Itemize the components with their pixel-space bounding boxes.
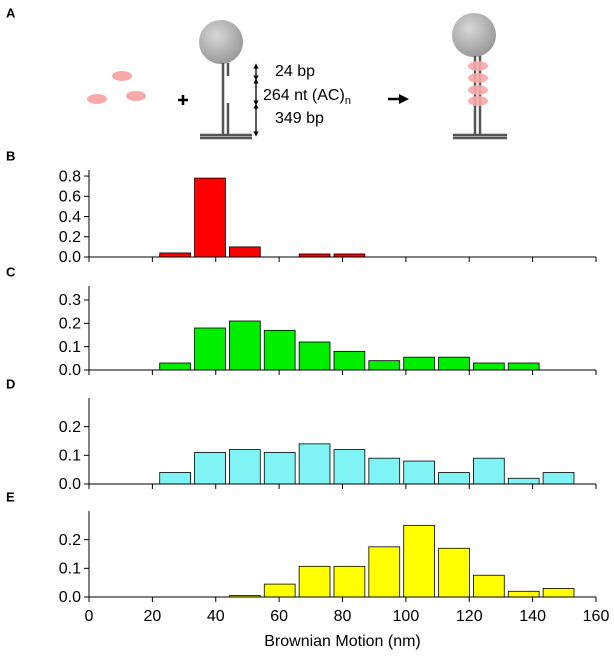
y-tick-label: 0.2	[59, 419, 81, 436]
x-axis-title: Brownian Motion (nm)	[264, 633, 421, 650]
bar	[194, 327, 226, 371]
annotation-subscript: n	[345, 95, 351, 107]
plus	[178, 95, 188, 105]
y-tick-label: 0.8	[59, 168, 81, 185]
bar	[542, 588, 575, 598]
protein	[468, 61, 488, 71]
protein	[126, 91, 146, 101]
y-tick-label: 0.2	[59, 532, 81, 549]
y-tick-label: 0.1	[59, 339, 81, 356]
annotation: 349 bp	[275, 110, 324, 127]
bar	[194, 177, 226, 258]
bar	[473, 574, 505, 598]
bar	[159, 362, 191, 371]
bar	[438, 472, 470, 485]
y-tick-label: 0.0	[59, 249, 81, 266]
x-tick-label: 0	[85, 608, 94, 625]
x-tick-label: 80	[334, 608, 352, 625]
y-tick-label: 0.3	[59, 292, 81, 309]
y-tick-label: 0.1	[59, 448, 81, 465]
protein	[87, 94, 107, 104]
bar	[333, 350, 366, 371]
y-tick-label: 0.2	[59, 316, 81, 333]
panel-label: E	[6, 489, 15, 504]
y-tick-label: 0.2	[59, 229, 81, 246]
y-tick-label: 0.4	[59, 209, 81, 226]
panel-label: D	[6, 376, 15, 391]
bar	[473, 457, 505, 485]
annotation-text: 264 nt (AC)	[263, 87, 345, 104]
bar	[438, 547, 470, 598]
bar	[298, 565, 331, 598]
diagram: 24 bp 264 nt (AC)n 349 bp	[87, 13, 507, 140]
protein	[112, 71, 132, 81]
panel-label: A	[6, 5, 16, 20]
annotation: 264 nt (AC)n	[263, 87, 351, 107]
bead	[199, 20, 243, 64]
bar	[368, 360, 401, 371]
bar	[229, 449, 261, 485]
bar	[263, 452, 296, 485]
bar	[229, 246, 261, 258]
bar	[159, 472, 191, 485]
bar	[438, 356, 470, 371]
bar	[333, 449, 366, 485]
bar	[263, 329, 296, 371]
x-tick-label: 60	[270, 608, 288, 625]
x-tick-label: 20	[143, 608, 161, 625]
bar	[507, 362, 540, 371]
bar	[159, 252, 191, 258]
protein	[468, 85, 488, 95]
bar	[368, 457, 401, 485]
y-tick-label: 0.6	[59, 189, 81, 206]
bar	[403, 524, 435, 598]
x-tick-label: 120	[456, 608, 483, 625]
panel-label: B	[6, 148, 15, 163]
protein	[468, 96, 488, 106]
y-tick-label: 0.1	[59, 561, 81, 578]
bar	[333, 565, 366, 598]
bar	[229, 320, 261, 371]
protein	[468, 73, 488, 83]
bar	[507, 590, 540, 598]
y-tick-label: 0.0	[59, 476, 81, 493]
bar	[403, 460, 435, 485]
bar	[194, 452, 226, 485]
x-tick-label: 100	[393, 608, 420, 625]
bar	[507, 477, 540, 485]
bar	[263, 583, 296, 598]
bar	[298, 443, 331, 485]
bead	[452, 13, 496, 57]
bar	[542, 472, 575, 485]
bar	[403, 356, 435, 371]
bar	[473, 362, 505, 371]
y-tick-label: 0.0	[59, 362, 81, 379]
y-tick-label: 0.0	[59, 589, 81, 606]
bar	[298, 341, 331, 371]
x-tick-label: 40	[207, 608, 225, 625]
x-tick-label: 140	[519, 608, 546, 625]
annotation: 24 bp	[275, 63, 315, 80]
panel-label: C	[6, 264, 16, 279]
bar	[368, 546, 401, 598]
x-tick-label: 160	[583, 608, 610, 625]
